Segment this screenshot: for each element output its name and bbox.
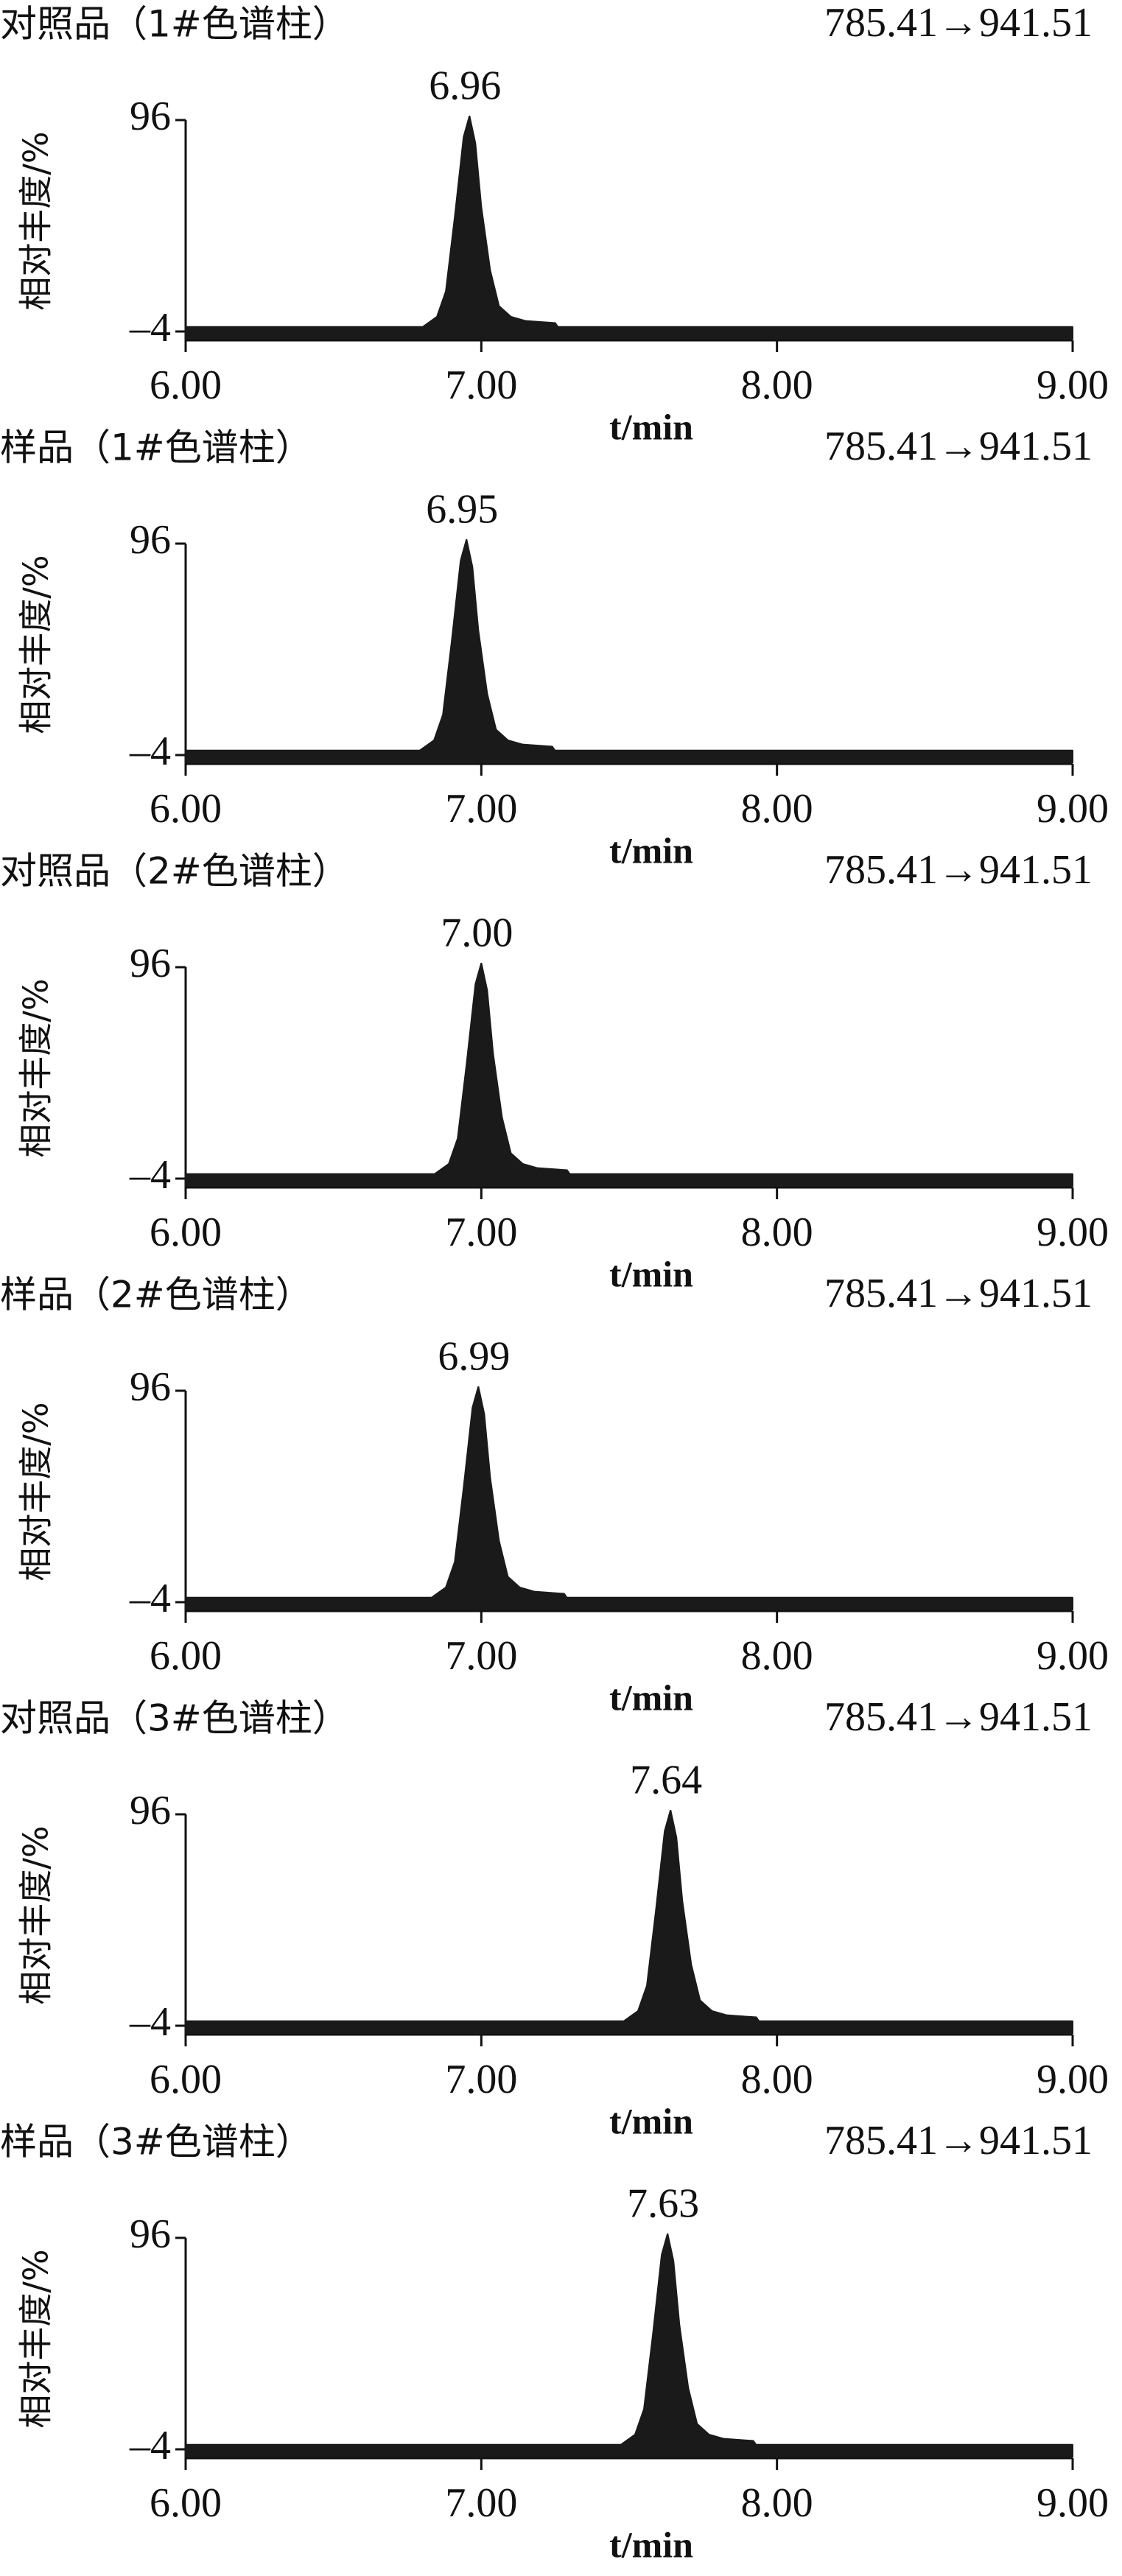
- peak-label: 6.99: [438, 1333, 510, 1379]
- peak-label: 7.00: [441, 910, 513, 955]
- x-tick-label: 7.00: [445, 362, 517, 408]
- x-axis-label: t/min: [609, 1253, 693, 1294]
- x-tick-label: 8.00: [741, 1210, 813, 1255]
- x-tick-label: 9.00: [1037, 786, 1109, 832]
- x-tick-label: 7.00: [445, 786, 517, 832]
- x-tick-label: 6.00: [150, 2480, 222, 2526]
- peak-label: 6.95: [426, 486, 498, 532]
- x-axis-label: t/min: [609, 2100, 693, 2141]
- x-tick-label: 8.00: [741, 2480, 813, 2526]
- x-axis-label: t/min: [609, 406, 693, 447]
- x-tick-label: 8.00: [741, 786, 813, 832]
- transition-label: 785.41→941.51: [824, 847, 1093, 893]
- x-tick-label: 9.00: [1037, 1633, 1109, 1679]
- x-tick-label: 6.00: [150, 786, 222, 832]
- peak-area: [185, 2233, 1073, 2457]
- peak-area: [185, 1386, 1073, 1610]
- x-tick-label: 8.00: [741, 2057, 813, 2102]
- transition-label: 785.41→941.51: [824, 2118, 1093, 2163]
- y-axis-label: 相对丰度/%: [16, 131, 56, 310]
- peak-area: [185, 538, 1073, 763]
- y-tick-label: –4: [129, 1576, 171, 1621]
- y-axis-label: 相对丰度/%: [16, 2249, 56, 2428]
- y-axis-label: 相对丰度/%: [16, 978, 56, 1157]
- chart-title: 对照品（1#色谱柱）: [0, 3, 349, 46]
- y-tick-label: 96: [130, 517, 171, 563]
- peak-label: 7.63: [627, 2180, 699, 2226]
- x-tick-label: 7.00: [445, 1210, 517, 1255]
- y-tick-label: 96: [130, 94, 171, 139]
- chart-title: 样品（2#色谱柱）: [0, 1274, 312, 1316]
- peak-area: [185, 1809, 1073, 2034]
- y-tick-label: –4: [129, 2423, 171, 2468]
- x-axis-label: t/min: [609, 829, 693, 871]
- chart-title: 对照品（2#色谱柱）: [0, 850, 349, 893]
- x-tick-label: 7.00: [445, 2057, 517, 2102]
- y-tick-label: 96: [130, 1364, 171, 1410]
- x-tick-label: 7.00: [445, 1633, 517, 1679]
- y-axis-label: 相对丰度/%: [16, 555, 56, 734]
- chart-title: 样品（1#色谱柱）: [0, 427, 312, 469]
- transition-label: 785.41→941.51: [824, 1271, 1093, 1316]
- y-axis-label: 相对丰度/%: [16, 1825, 56, 2004]
- x-tick-label: 6.00: [150, 2057, 222, 2102]
- x-tick-label: 9.00: [1037, 2480, 1109, 2526]
- x-tick-label: 6.00: [150, 362, 222, 408]
- peak-area: [185, 962, 1073, 1187]
- x-tick-label: 7.00: [445, 2480, 517, 2526]
- x-tick-label: 9.00: [1037, 2057, 1109, 2102]
- x-tick-label: 6.00: [150, 1210, 222, 1255]
- y-axis-label: 相对丰度/%: [16, 1402, 56, 1581]
- y-tick-label: 96: [130, 1788, 171, 1833]
- transition-label: 785.41→941.51: [824, 0, 1093, 46]
- chart-title: 样品（3#色谱柱）: [0, 2121, 312, 2163]
- transition-label: 785.41→941.51: [824, 424, 1093, 469]
- x-tick-label: 8.00: [741, 362, 813, 408]
- y-tick-label: –4: [129, 1999, 171, 2045]
- x-tick-label: 9.00: [1037, 1210, 1109, 1255]
- y-tick-label: –4: [129, 729, 171, 774]
- peak-label: 6.96: [429, 63, 501, 108]
- peak-label: 7.64: [630, 1757, 702, 1803]
- x-axis-label: t/min: [609, 2524, 693, 2565]
- x-tick-label: 8.00: [741, 1633, 813, 1679]
- y-tick-label: 96: [130, 941, 171, 986]
- x-tick-label: 9.00: [1037, 362, 1109, 408]
- y-tick-label: –4: [129, 1152, 171, 1198]
- x-tick-label: 6.00: [150, 1633, 222, 1679]
- transition-label: 785.41→941.51: [824, 1694, 1093, 1740]
- x-axis-label: t/min: [609, 1677, 693, 1718]
- peak-area: [185, 115, 1073, 340]
- chart-title: 对照品（3#色谱柱）: [0, 1697, 349, 1740]
- y-tick-label: –4: [129, 305, 171, 351]
- y-tick-label: 96: [130, 2211, 171, 2257]
